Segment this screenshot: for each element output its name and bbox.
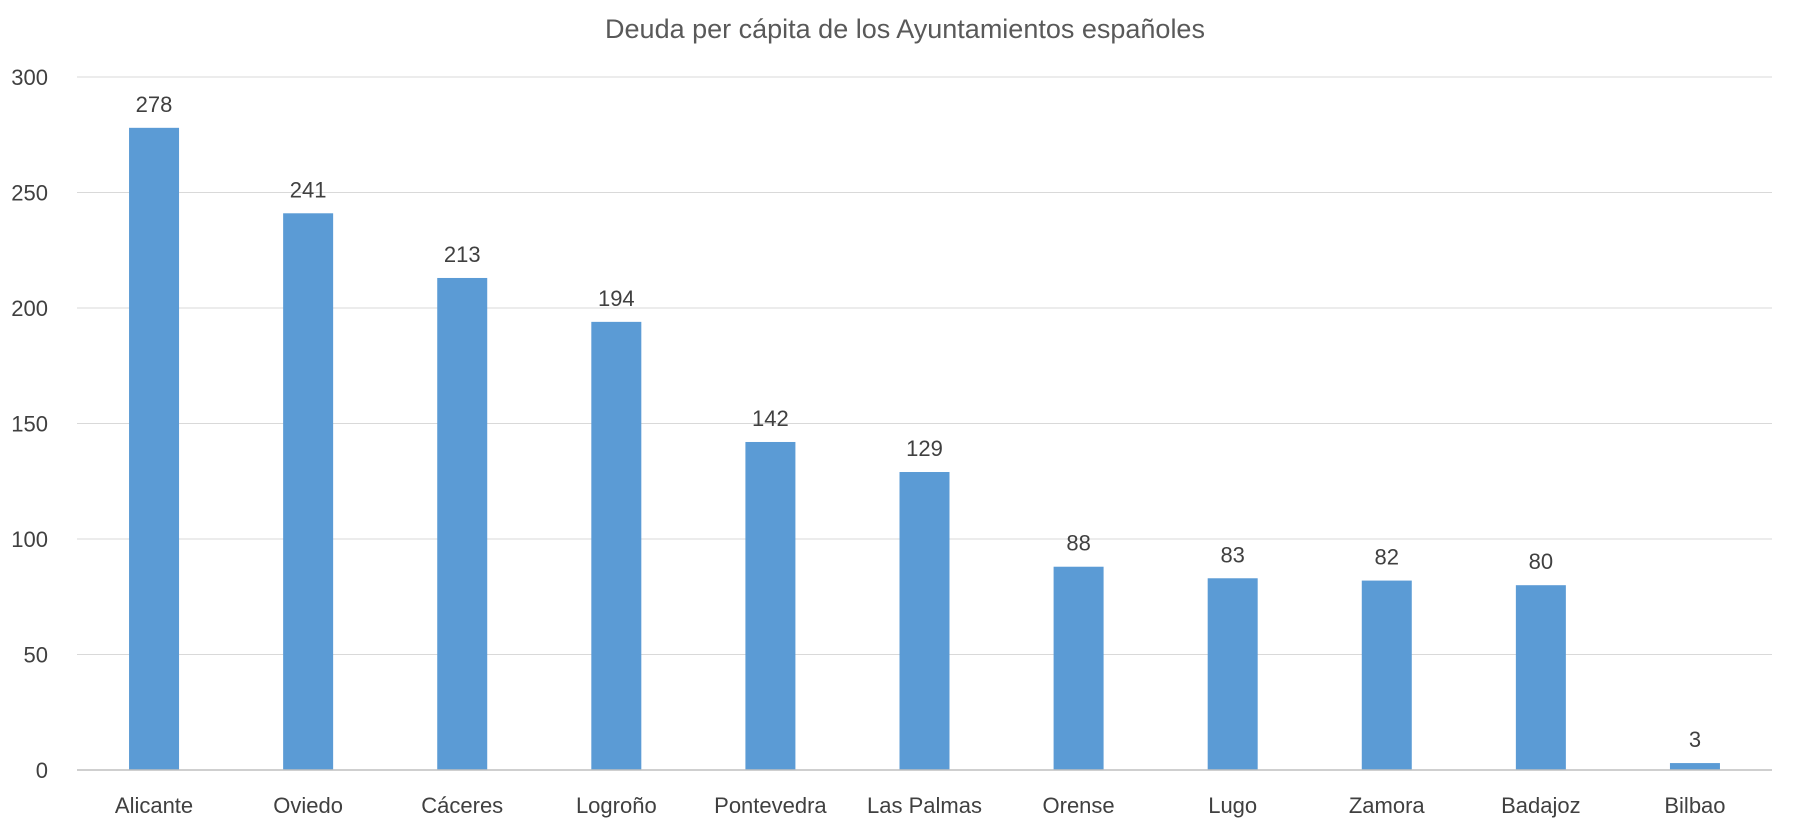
x-axis-categories: Alicante Oviedo Cáceres Logroño Pontevedra La…	[115, 793, 1726, 818]
data-label: 3	[1689, 727, 1701, 752]
data-label: 80	[1529, 549, 1553, 574]
bar	[1361, 580, 1412, 770]
bar	[1515, 585, 1566, 770]
data-label: 129	[906, 436, 943, 461]
data-labels: 278 241 213 194 142 129 88 83 82 80 3	[136, 92, 1701, 752]
bar	[1053, 566, 1104, 770]
x-category-label: Lugo	[1208, 793, 1257, 818]
bar	[1669, 763, 1720, 770]
chart-title: Deuda per cápita de los Ayuntamientos es…	[605, 14, 1205, 44]
x-category-label: Alicante	[115, 793, 193, 818]
data-label: 194	[598, 286, 635, 311]
x-category-label: Zamora	[1349, 793, 1426, 818]
bars	[129, 127, 1720, 771]
bar	[745, 441, 796, 770]
x-category-label: Badajoz	[1501, 793, 1581, 818]
data-label: 278	[136, 92, 173, 117]
x-category-label: Orense	[1043, 793, 1115, 818]
bar	[283, 213, 334, 771]
data-label: 82	[1375, 545, 1399, 570]
data-label: 213	[444, 242, 481, 267]
x-category-label: Bilbao	[1664, 793, 1725, 818]
y-tick-label: 0	[36, 758, 48, 783]
bar	[437, 277, 488, 770]
data-label: 88	[1066, 531, 1090, 556]
x-category-label: Oviedo	[273, 793, 343, 818]
y-tick-label: 200	[11, 296, 48, 321]
y-tick-label: 250	[11, 181, 48, 206]
y-tick-label: 100	[11, 527, 48, 552]
y-tick-label: 50	[24, 643, 48, 668]
x-category-label: Las Palmas	[867, 793, 982, 818]
data-label: 83	[1220, 542, 1244, 567]
x-category-label: Pontevedra	[714, 793, 827, 818]
bar	[591, 321, 642, 770]
x-category-label: Logroño	[576, 793, 657, 818]
bar	[899, 472, 950, 770]
data-label: 142	[752, 406, 789, 431]
y-tick-label: 150	[11, 412, 48, 437]
bar	[129, 127, 180, 770]
y-axis-ticks: 0 50 100 150 200 250 300	[11, 65, 48, 783]
data-label: 241	[290, 177, 327, 202]
gridlines	[77, 76, 1772, 655]
x-category-label: Cáceres	[421, 793, 503, 818]
y-tick-label: 300	[11, 65, 48, 90]
bar	[1207, 578, 1258, 770]
